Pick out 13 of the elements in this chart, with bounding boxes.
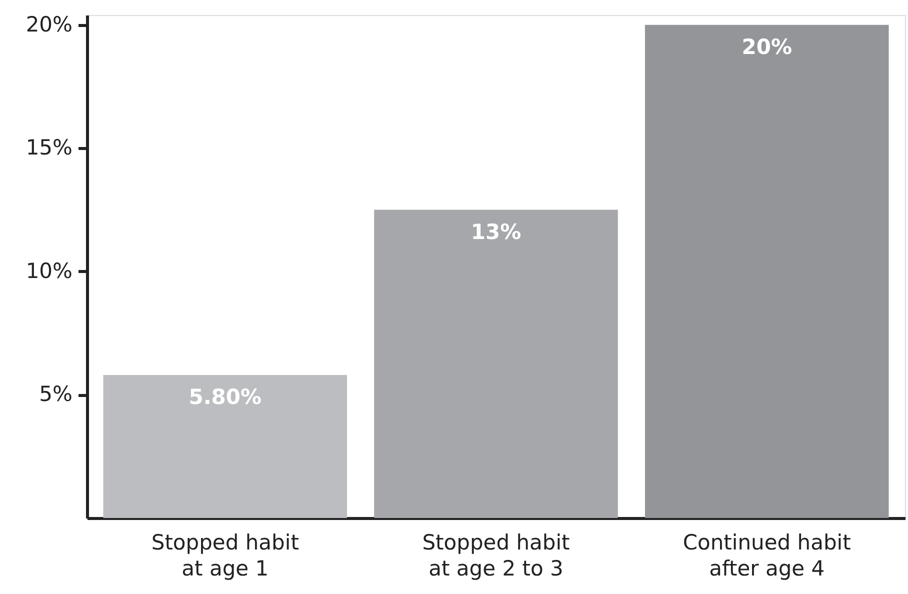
bar (644, 24, 889, 518)
y-tick-label: 15% (26, 136, 72, 160)
data-label: 5.80% (188, 384, 262, 409)
data-label: 13% (470, 220, 522, 244)
bar (374, 210, 618, 518)
x-tick-label: Continued habit after age 4 (682, 530, 851, 580)
data-label: 20% (742, 34, 792, 59)
x-tick-label: Stopped habit at age 1 (151, 530, 299, 580)
y-tick-label: 10% (26, 258, 72, 283)
x-tick-label: Stopped habit at age 2 to 3 (422, 530, 570, 580)
y-tick-label: 5% (39, 382, 72, 406)
bar (103, 374, 348, 518)
y-tick-label: 20% (26, 12, 72, 36)
